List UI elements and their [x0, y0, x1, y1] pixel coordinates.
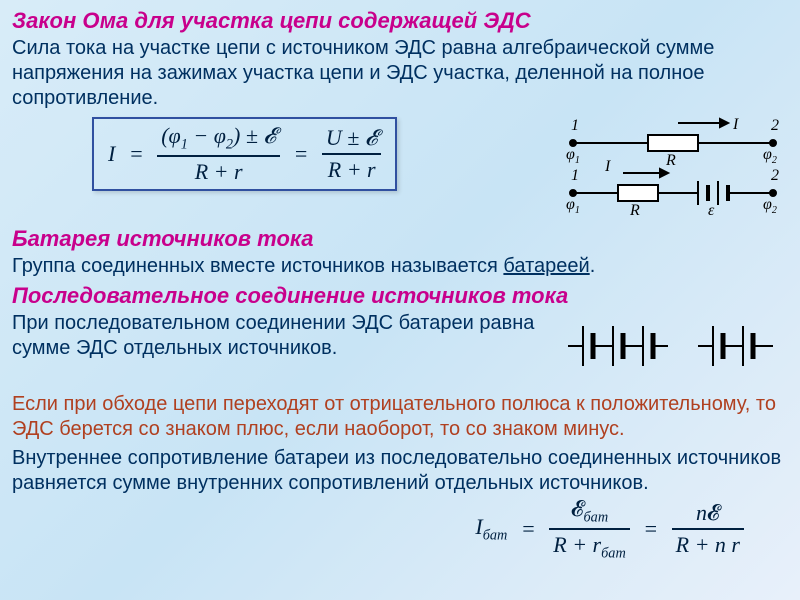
eq-sign: =	[517, 516, 540, 541]
svg-text:φ1: φ1	[566, 196, 580, 215]
svg-text:I: I	[604, 158, 611, 175]
row-series: При последовательном соединении ЭДС бата…	[12, 311, 788, 386]
svg-text:ε: ε	[708, 202, 715, 215]
formula2-container: Iбат = 𝓔бат R + rбат = n𝓔 R + n r	[12, 496, 788, 563]
eq-sign: =	[639, 516, 662, 541]
para-ohm-description: Сила тока на участке цепи с источником Э…	[12, 36, 788, 111]
heading-ohm-law: Закон Ома для участка цепи содержащей ЭД…	[12, 8, 788, 34]
formula2-den2: R + n r	[672, 530, 744, 558]
formula2-lhs: Iбат	[471, 514, 511, 539]
row-formula-circuit: I = (φ1 − φ2) ± 𝓔 R + r = U ± 𝓔 R + r	[12, 115, 788, 220]
formula1-den2: R + r	[322, 155, 382, 183]
formula2-num2: n𝓔	[672, 500, 744, 530]
formula-battery: Iбат = 𝓔бат R + rбат = n𝓔 R + n r	[471, 496, 748, 563]
heading-series: Последовательное соединение источников т…	[12, 283, 788, 309]
formula1-num2: U ± 𝓔	[322, 125, 382, 155]
battery-svg	[558, 311, 788, 381]
formula-ohm: I = (φ1 − φ2) ± 𝓔 R + r = U ± 𝓔 R + r	[92, 117, 397, 191]
formula1-num1: (φ1 − φ2) ± 𝓔	[157, 123, 280, 157]
formula2-num1: 𝓔бат	[549, 496, 630, 530]
svg-text:I: I	[732, 116, 739, 133]
svg-text:1: 1	[571, 117, 579, 134]
heading-battery: Батарея источников тока	[12, 226, 788, 252]
term-battery: батареей	[503, 255, 589, 277]
svg-text:2: 2	[771, 117, 779, 134]
formula1-frac2: U ± 𝓔 R + r	[322, 125, 382, 183]
svg-text:φ2: φ2	[763, 196, 777, 215]
formula1-lhs: I	[104, 141, 119, 166]
para-series: При последовательном соединении ЭДС бата…	[12, 311, 546, 361]
svg-text:φ1: φ1	[566, 146, 580, 166]
formula1-container: I = (φ1 − φ2) ± 𝓔 R + r = U ± 𝓔 R + r	[92, 117, 546, 191]
svg-text:φ2: φ2	[763, 146, 777, 166]
para-sign-rule: Если при обходе цепи переходят от отрица…	[12, 392, 788, 442]
formula2-frac2: n𝓔 R + n r	[672, 500, 744, 558]
svg-text:R: R	[629, 202, 640, 215]
para-internal-resistance: Внутреннее сопротивление батареи из посл…	[12, 446, 788, 496]
circuit-svg-1: 1 2 φ1 φ2 I R 1	[558, 115, 788, 215]
eq-sign: =	[290, 141, 313, 166]
formula1-frac1: (φ1 − φ2) ± 𝓔 R + r	[157, 123, 280, 185]
svg-text:1: 1	[571, 167, 579, 184]
formula2-frac1: 𝓔бат R + rбат	[549, 496, 630, 563]
svg-text:R: R	[665, 152, 676, 169]
formula1-den1: R + r	[157, 157, 280, 185]
para-battery-def: Группа соединенных вместе источников наз…	[12, 254, 788, 279]
eq-sign: =	[125, 141, 148, 166]
formula2-den1: R + rбат	[549, 530, 630, 562]
circuit-diagram-1: 1 2 φ1 φ2 I R 1	[558, 115, 788, 220]
svg-text:2: 2	[771, 167, 779, 184]
battery-diagram	[558, 311, 788, 386]
